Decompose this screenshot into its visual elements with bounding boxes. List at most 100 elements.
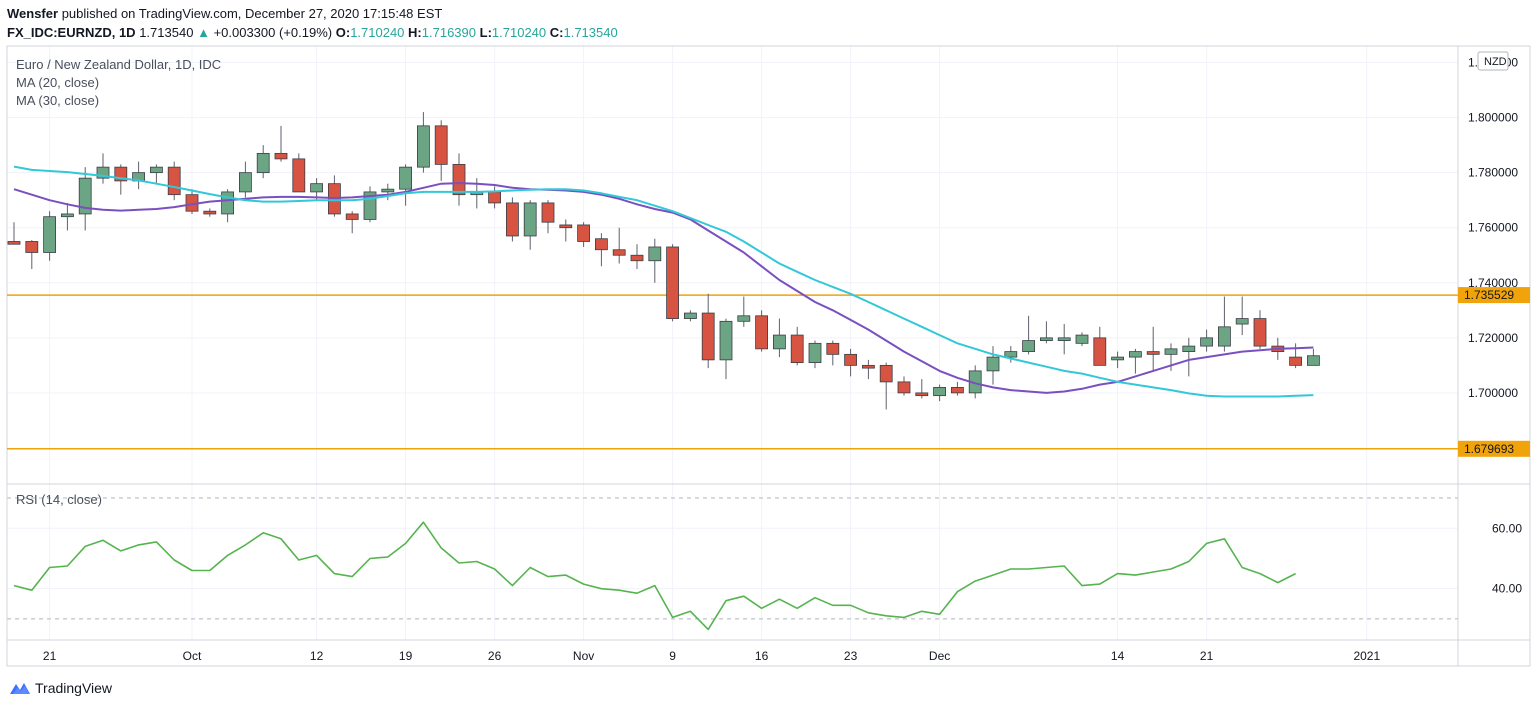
- candle-up: [808, 342, 822, 364]
- candle-up: [986, 356, 1000, 372]
- candle-up: [737, 315, 751, 322]
- candle-down: [630, 254, 644, 262]
- level-price-badge: [1458, 287, 1530, 304]
- time-tick-label: 2021: [1353, 649, 1380, 663]
- rsi-tick-label: 60.00: [1492, 521, 1522, 535]
- candle-up: [61, 213, 74, 218]
- candle-up: [684, 312, 697, 319]
- candle-up: [648, 246, 662, 262]
- candle-down: [434, 125, 448, 165]
- chart-frame: [6, 45, 1531, 667]
- symbol-label: FX_IDC:EURNZD, 1D: [7, 25, 136, 40]
- level-price-label: 1.735529: [1464, 288, 1514, 302]
- level-price-label: 1.679693: [1464, 442, 1514, 456]
- candle-up: [1075, 334, 1089, 344]
- time-tick-label: 26: [488, 649, 502, 663]
- candle-up: [238, 172, 252, 193]
- currency-badge-label: NZD: [1484, 56, 1507, 68]
- candle-down: [274, 152, 288, 160]
- candle-down: [167, 166, 181, 196]
- candle-down: [203, 210, 217, 215]
- candle-down: [879, 364, 893, 383]
- candle-down: [292, 158, 306, 193]
- publish-text: published on TradingView.com, December 2…: [61, 6, 443, 21]
- ma20-line: [13, 182, 1314, 394]
- candle-up: [78, 177, 92, 215]
- candle-up: [96, 166, 110, 179]
- candle-up: [933, 386, 946, 397]
- candle-down: [7, 241, 21, 245]
- price-tick-label: 1.740000: [1468, 276, 1518, 290]
- candle-up: [1164, 348, 1178, 355]
- candle-up: [1182, 345, 1196, 353]
- candle-up: [221, 191, 235, 215]
- high-label: H:: [408, 25, 422, 40]
- candle-down: [915, 392, 929, 397]
- publish-info: Wensfer published on TradingView.com, De…: [7, 6, 442, 21]
- candle-down: [541, 202, 555, 223]
- candle-down: [488, 191, 502, 204]
- ma30-legend[interactable]: MA (30, close): [16, 93, 100, 108]
- time-tick-label: 12: [310, 649, 324, 663]
- open-value: 1.710240: [350, 25, 405, 40]
- candle-down: [666, 246, 679, 319]
- candle-up: [1057, 337, 1071, 341]
- candle-up: [149, 166, 163, 174]
- price-tick-label: 1.720000: [1468, 331, 1518, 345]
- candle-up: [719, 320, 733, 361]
- candle-up: [1200, 337, 1213, 347]
- rsi-legend[interactable]: RSI (14, close): [16, 492, 102, 507]
- candle-down: [595, 238, 608, 251]
- candle-down: [612, 249, 626, 256]
- candle-up: [1040, 337, 1053, 341]
- candle-down: [577, 224, 590, 242]
- last-price: 1.713540: [139, 25, 194, 40]
- candle-down: [755, 315, 768, 350]
- candle-down: [1253, 318, 1267, 347]
- low-value: 1.710240: [491, 25, 547, 40]
- publisher-name[interactable]: Wensfer: [7, 6, 59, 21]
- close-value: 1.713540: [563, 25, 618, 40]
- candle-up: [773, 334, 786, 350]
- tradingview-brand: TradingView: [35, 680, 113, 696]
- level-price-badge: [1458, 440, 1530, 457]
- time-tick-label: Dec: [929, 649, 950, 663]
- candle-up: [416, 125, 430, 168]
- candle-down: [897, 381, 911, 394]
- rsi-line: [13, 521, 1296, 631]
- ma20-legend[interactable]: MA (20, close): [16, 75, 100, 90]
- candle-up: [1129, 351, 1142, 358]
- arrow-up-icon: ▲: [197, 25, 210, 40]
- candle-down: [345, 213, 359, 220]
- candle-down: [1289, 356, 1302, 366]
- candle-up: [1022, 340, 1035, 353]
- plot-background: [7, 46, 1458, 640]
- candle-up: [523, 202, 537, 237]
- candle-up: [256, 152, 270, 174]
- tradingview-logo-icon: [10, 683, 30, 694]
- candle-down: [1146, 351, 1160, 355]
- candle-up: [310, 183, 324, 193]
- ma30-line: [13, 165, 1314, 398]
- time-tick-label: 23: [844, 649, 858, 663]
- candle-down: [559, 224, 573, 229]
- price-tick-label: 1.780000: [1468, 166, 1518, 180]
- time-tick-label: 21: [43, 649, 57, 663]
- time-tick-label: Nov: [573, 649, 594, 663]
- low-label: L:: [479, 25, 492, 40]
- candle-up: [1004, 351, 1018, 358]
- candle-down: [701, 312, 715, 361]
- candle-up: [1111, 356, 1124, 361]
- chart-title: Euro / New Zealand Dollar, 1D, IDC: [16, 57, 222, 72]
- open-label: O:: [335, 25, 351, 40]
- time-tick-label: 9: [669, 649, 676, 663]
- price-tick-label: 1.760000: [1468, 221, 1518, 235]
- candle-down: [844, 353, 857, 366]
- tradingview-logo[interactable]: TradingView: [9, 680, 112, 696]
- rsi-tick-label: 40.00: [1492, 582, 1522, 596]
- time-tick-label: Oct: [183, 649, 202, 663]
- candle-up: [1235, 318, 1249, 325]
- candle-down: [505, 202, 519, 237]
- candle-down: [951, 386, 964, 394]
